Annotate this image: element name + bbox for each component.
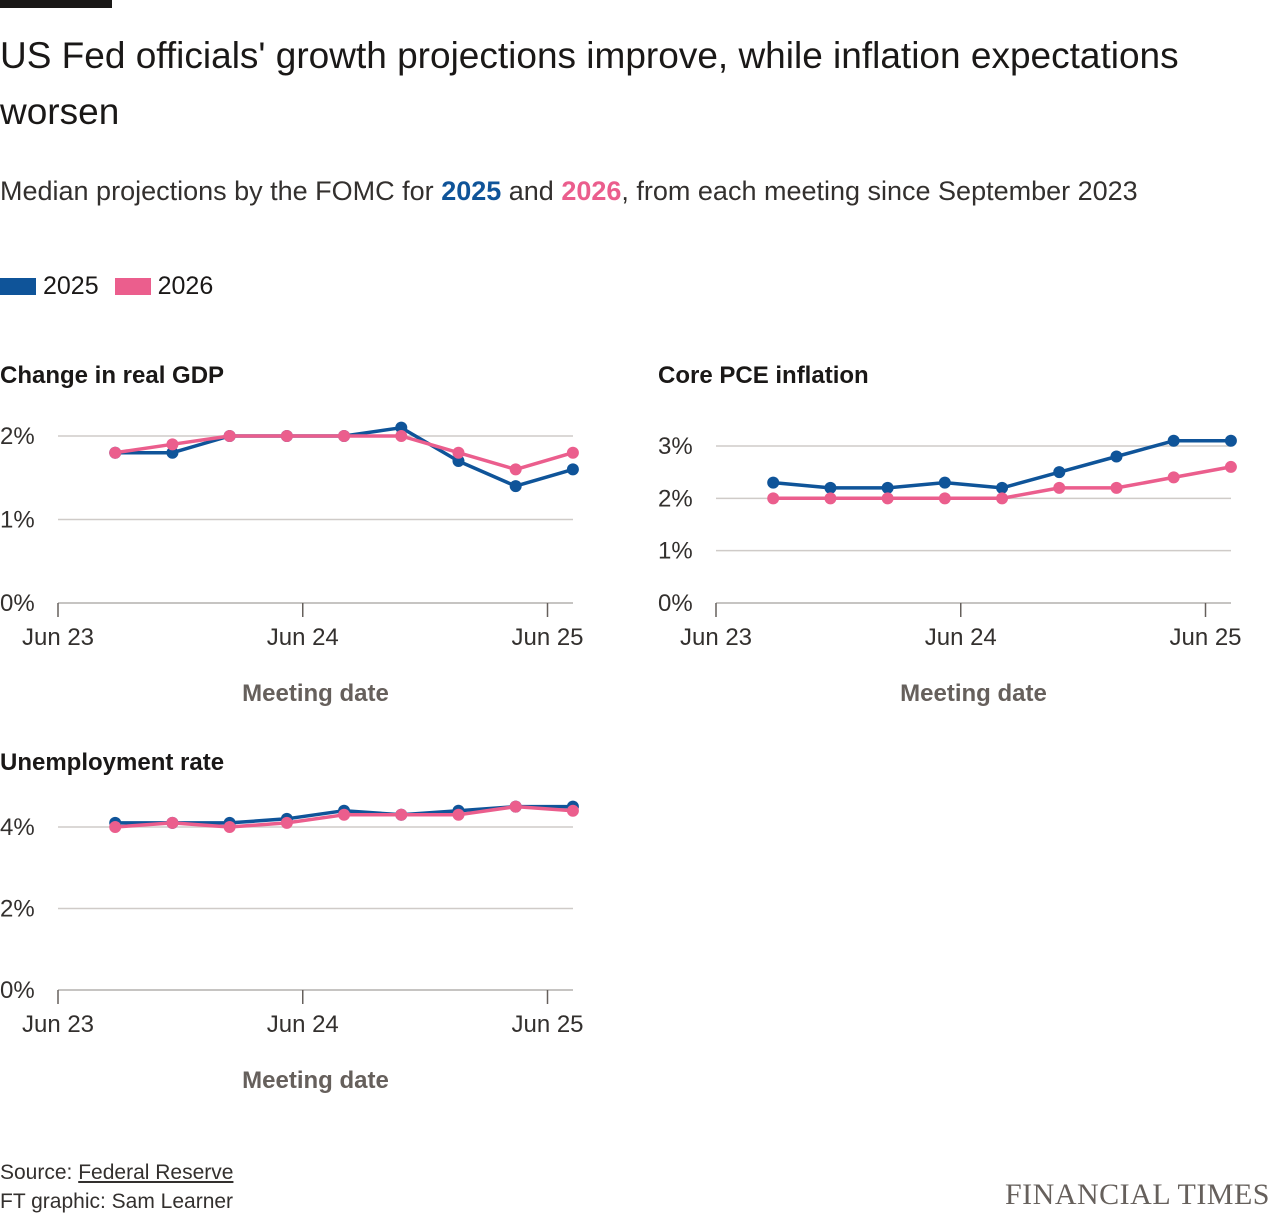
x-tick-label: Jun 25 [511, 624, 583, 651]
point-2025 [1167, 434, 1180, 447]
y-tick-label: 1% [0, 507, 35, 534]
point-2025 [1110, 450, 1123, 463]
point-2025 [395, 421, 408, 434]
point-2026 [223, 821, 236, 833]
source-line: Source: Federal Reserve [0, 1158, 233, 1187]
x-tick-label: Jun 25 [511, 1011, 583, 1038]
point-2026 [767, 492, 780, 505]
x-axis-title: Meeting date [242, 680, 389, 707]
point-2026 [280, 430, 293, 442]
subtitle-year-2026: 2026 [561, 176, 622, 206]
point-2025 [166, 446, 179, 459]
subtitle-prefix: Median projections by the FOMC for [0, 176, 442, 206]
x-tick-label: Jun 23 [22, 624, 94, 651]
point-2025 [824, 481, 837, 494]
gdp-chart-svg: 0% 1% 2% Jun 23 Jun 24 Jun 25 Meeting date [0, 421, 584, 707]
source-prefix: Source: [0, 1161, 79, 1184]
point-2026 [996, 492, 1009, 505]
point-2026 [338, 808, 351, 821]
point-2026 [509, 800, 522, 813]
legend-swatch-2025 [0, 278, 36, 295]
legend-item-2025: 2025 [0, 272, 99, 301]
chart-subtitle: Median projections by the FOMC for 2025 … [0, 176, 1138, 207]
y-tick-label: 2% [0, 896, 35, 923]
legend-label-2026: 2026 [157, 272, 214, 300]
point-2026 [338, 430, 351, 442]
legend-item-2026: 2026 [114, 272, 214, 301]
pce-chart-svg: 0% 1% 2% 3% Jun 23 Jun 24 Jun 25 Meeting date [658, 433, 1242, 707]
brand-top-bar [0, 0, 112, 8]
unemployment-chart-svg: 0% 2% 4% Jun 23 Jun 24 Jun 25 Meeting date [0, 800, 584, 1094]
point-2025 [452, 455, 465, 468]
y-tick-label: 4% [0, 814, 35, 841]
legend: 2025 2026 [0, 272, 229, 301]
source-link[interactable]: Federal Reserve [78, 1161, 234, 1184]
point-2026 [223, 430, 236, 442]
point-2026 [566, 804, 579, 817]
y-tick-label: 0% [0, 977, 35, 1004]
subtitle-and: and [501, 176, 562, 206]
point-2026 [938, 492, 951, 505]
point-2026 [395, 808, 408, 821]
point-2025 [767, 476, 780, 489]
point-2026 [452, 446, 465, 459]
credit-line: FT graphic: Sam Learner [0, 1190, 234, 1213]
point-2026 [566, 446, 579, 459]
legend-swatch-2026 [114, 278, 151, 295]
point-2026 [824, 492, 837, 505]
point-2026 [509, 463, 522, 476]
chart-title: US Fed officials' growth projections imp… [0, 35, 1179, 132]
y-tick-label: 3% [658, 433, 693, 460]
point-2025 [1224, 434, 1237, 447]
x-tick-label: Jun 23 [22, 1011, 94, 1038]
point-2026 [881, 492, 894, 505]
point-2026 [280, 816, 293, 829]
point-2026 [1053, 481, 1066, 494]
x-tick-label: Jun 23 [680, 624, 752, 651]
legend-label-2025: 2025 [43, 272, 99, 300]
y-tick-label: 1% [658, 538, 693, 565]
point-2025 [881, 481, 894, 494]
source-note: Source: Federal Reserve FT graphic: Sam … [0, 1158, 233, 1216]
point-2026 [1224, 460, 1237, 473]
point-2026 [1110, 481, 1123, 494]
panel-title: Core PCE inflation [658, 362, 869, 389]
point-2026 [109, 446, 122, 459]
point-2025 [509, 480, 522, 493]
point-2025 [1053, 466, 1066, 479]
point-2026 [166, 816, 179, 829]
panel-unemployment: Unemployment rate 0% 2% 4% Jun 23 Jun 24 Jun … [0, 749, 600, 1099]
x-tick-label: Jun 24 [267, 1011, 339, 1038]
panel-title: Change in real GDP [0, 362, 225, 389]
subtitle-year-2025: 2025 [441, 176, 502, 206]
x-tick-label: Jun 24 [925, 624, 997, 651]
point-2026 [1167, 471, 1180, 484]
point-2026 [452, 808, 465, 821]
y-tick-label: 2% [658, 485, 693, 512]
x-axis-title: Meeting date [242, 1067, 389, 1094]
y-tick-label: 0% [0, 590, 35, 617]
panel-core-pce: Core PCE inflation 0% 1% 2% 3% Jun 23 Jun 24 J… [658, 362, 1258, 712]
y-tick-label: 2% [0, 423, 35, 450]
x-tick-label: Jun 25 [1169, 624, 1241, 651]
point-2026 [109, 821, 122, 833]
x-axis-title: Meeting date [900, 680, 1047, 707]
point-2026 [395, 430, 408, 442]
x-tick-label: Jun 24 [267, 624, 339, 651]
panel-title: Unemployment rate [0, 749, 225, 776]
point-2026 [166, 438, 179, 451]
subtitle-suffix: , from each meeting since September 2023 [621, 176, 1138, 206]
point-2025 [938, 476, 951, 489]
panel-real-gdp: Change in real GDP 0% 1% 2% Jun 23 Jun 24 Jun… [0, 362, 600, 712]
point-2025 [996, 481, 1009, 494]
financial-times-logo: FINANCIAL TIMES [1004, 1178, 1270, 1211]
y-tick-label: 0% [658, 590, 693, 617]
point-2025 [566, 463, 579, 476]
